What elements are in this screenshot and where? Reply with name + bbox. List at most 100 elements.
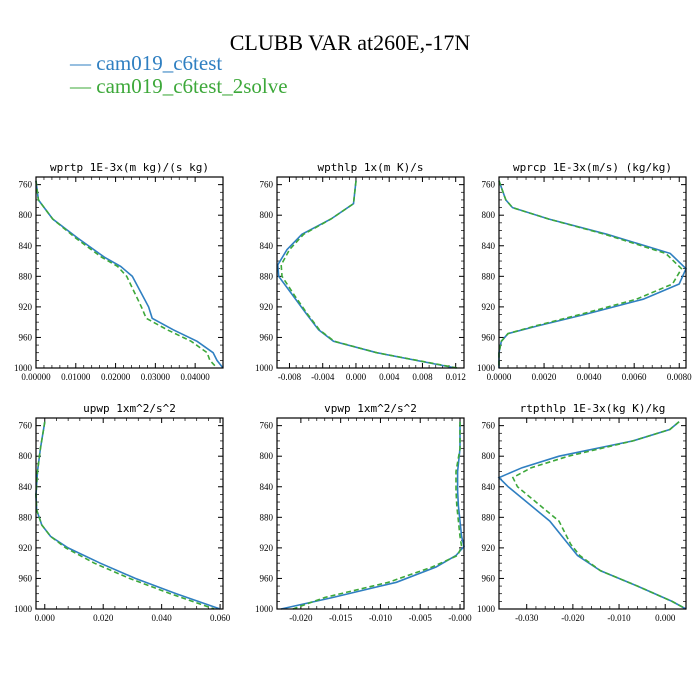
y-tick-label: 840 [19,482,33,492]
panel-title: vpwp 1xm^2/s^2 [324,402,417,415]
y-tick-label: 760 [19,421,33,431]
panel-title: wprtp 1E-3x(m kg)/(s kg) [50,161,209,174]
x-tick-label: 0.0080 [667,372,692,382]
x-tick-label: -0.000 [448,613,472,623]
y-tick-label: 1000 [255,363,274,373]
x-tick-label: -0.010 [607,613,631,623]
series-line-cam019-c6test [276,180,456,369]
y-tick-label: 920 [482,543,496,553]
y-tick-label: 800 [260,210,274,220]
y-tick-label: 920 [19,543,33,553]
x-tick-label: -0.015 [329,613,353,623]
figure-title: CLUBB VAR at260E,-17N [229,30,471,55]
y-tick-label: 960 [482,332,496,342]
panel-frame [35,176,224,369]
y-tick-label: 760 [482,421,496,431]
legend-line-icon: — [70,51,97,75]
y-tick-label: 1000 [477,363,496,373]
panel-frame [498,417,687,610]
x-tick-label: -0.020 [561,613,585,623]
y-tick-label: 880 [19,271,33,281]
x-tick-label: -0.004 [311,372,335,382]
panel-title: upwp 1xm^2/s^2 [83,402,176,415]
panel-2: wpthlp 1x(m K)/s 760 800 840 880 920 960 1000 -0… [255,161,466,382]
x-tick-label: 0.00000 [21,372,51,382]
panel-title: wpthlp 1x(m K)/s [318,161,424,174]
panel-6: rtpthlp 1E-3x(kg K)/kg 760 800 840 880 920 960… [477,402,687,623]
series-line-cam019-c6test-2solve [35,421,215,610]
y-tick-label: 840 [19,241,33,251]
series-line-cam019-c6test [498,180,687,368]
y-tick-label: 960 [482,573,496,583]
y-tick-label: 960 [19,332,33,342]
y-tick-label: 880 [482,271,496,281]
y-tick-label: 920 [19,302,33,312]
y-tick-label: 760 [260,421,274,431]
panel-frame [498,176,687,369]
y-tick-label: 840 [482,482,496,492]
series-line-cam019-c6test-2solve [280,180,458,369]
legend-line-icon: — [70,74,97,98]
y-tick-label: 960 [19,573,33,583]
y-tick-label: 840 [482,241,496,251]
y-tick-label: 880 [482,512,496,522]
series-line-cam019-c6test [35,421,221,610]
panel-3: wprcp 1E-3x(m/s) (kg/kg) 760 800 840 880 920 9… [477,161,692,382]
y-tick-label: 800 [482,451,496,461]
x-tick-label: 0.0040 [577,372,602,382]
legend-entry-cam019-c6test: — cam019_c6test [70,51,222,76]
y-tick-label: 800 [19,210,33,220]
y-tick-label: 760 [19,180,33,190]
legend-entry-cam019-c6test-2solve: — cam019_c6test_2solve [70,74,288,99]
y-tick-label: 880 [260,271,274,281]
x-tick-label: 0.04000 [181,372,211,382]
panel-1: wprtp 1E-3x(m kg)/(s kg) 760 800 840 880 920 9… [14,161,224,382]
x-tick-label: -0.030 [515,613,539,623]
series-line-cam019-c6test-2solve [35,180,218,369]
y-tick-label: 1000 [255,604,274,614]
series-line-cam019-c6test [280,421,465,610]
y-tick-label: 760 [260,180,274,190]
panel-frame [276,417,465,610]
y-tick-label: 800 [482,210,496,220]
x-tick-label: 0.060 [210,613,231,623]
panel-frame [276,176,465,369]
x-tick-label: -0.008 [278,372,302,382]
series-line-cam019-c6test-2solve [292,421,463,610]
x-tick-label: 0.008 [412,372,433,382]
x-tick-label: 0.020 [93,613,114,623]
y-tick-label: 880 [19,512,33,522]
y-tick-label: 920 [260,302,274,312]
x-tick-label: 0.02000 [101,372,131,382]
series-line-cam019-c6test-2solve [498,180,683,368]
legend-label: cam019_c6test [96,51,223,75]
y-tick-label: 1000 [14,604,33,614]
panel-frame [35,417,224,610]
x-tick-label: 0.000 [655,613,676,623]
x-tick-label: 0.000 [35,613,56,623]
y-tick-label: 800 [260,451,274,461]
x-tick-label: -0.020 [289,613,313,623]
x-tick-label: -0.005 [409,613,433,623]
panel-4: upwp 1xm^2/s^2 760 800 840 880 920 960 10000.00… [14,402,231,623]
y-tick-label: 840 [260,482,274,492]
y-tick-label: 960 [260,332,274,342]
y-tick-label: 920 [260,543,274,553]
x-tick-label: 0.004 [379,372,400,382]
x-tick-label: 0.03000 [141,372,171,382]
x-tick-label: 0.0060 [622,372,647,382]
x-tick-label: 0.012 [446,372,466,382]
y-tick-label: 760 [482,180,496,190]
panel-title: wprcp 1E-3x(m/s) (kg/kg) [513,161,672,174]
series-line-cam019-c6test [35,180,224,369]
x-tick-label: 0.0000 [487,372,512,382]
x-tick-label: 0.0020 [532,372,557,382]
x-tick-label: 0.01000 [61,372,91,382]
legend-label: cam019_c6test_2solve [96,74,288,98]
y-tick-label: 1000 [477,604,496,614]
y-tick-label: 800 [19,451,33,461]
panel-title: rtpthlp 1E-3x(kg K)/kg [520,402,666,415]
y-tick-label: 920 [482,302,496,312]
x-tick-label: -0.010 [369,613,393,623]
